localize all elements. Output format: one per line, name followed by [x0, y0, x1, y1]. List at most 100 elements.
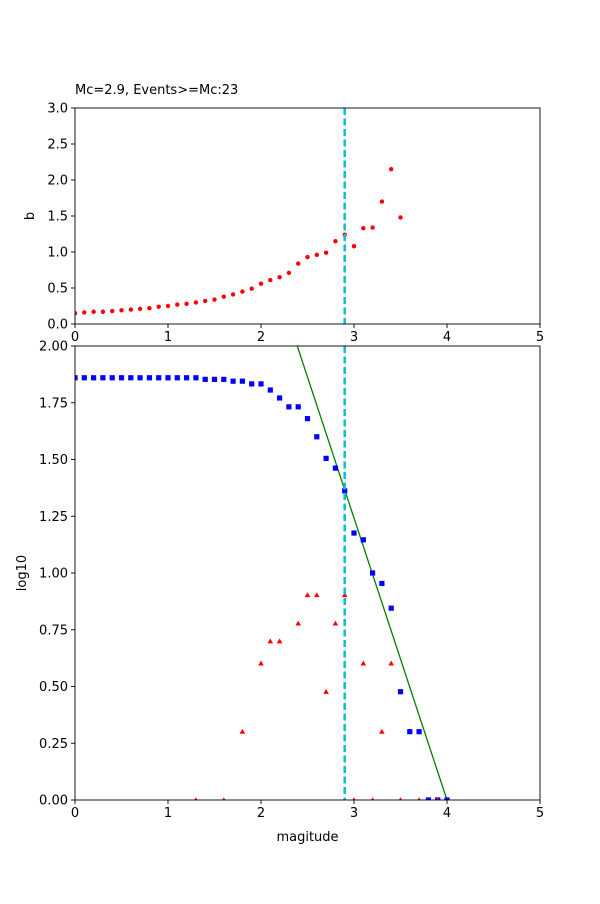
- data-point: [184, 375, 190, 381]
- data-point: [286, 270, 292, 276]
- data-point: [137, 375, 143, 381]
- data-point: [75, 375, 78, 381]
- data-point: [128, 307, 133, 312]
- data-point: [314, 592, 320, 598]
- b-plot-ylabel: b: [23, 212, 38, 220]
- data-point: [333, 239, 338, 244]
- data-point: [137, 306, 143, 312]
- data-point: [304, 416, 311, 422]
- x-tick-label: 5: [536, 806, 544, 821]
- data-point: [82, 310, 87, 315]
- y-tick-label: 1.75: [39, 396, 68, 411]
- data-point: [258, 660, 264, 666]
- data-point: [174, 375, 180, 381]
- data-point: [211, 376, 218, 382]
- data-point: [314, 434, 320, 440]
- x-tick-label: 2: [257, 330, 265, 345]
- data-point: [286, 404, 292, 410]
- data-point: [332, 465, 338, 471]
- data-point: [370, 225, 375, 230]
- data-point: [230, 378, 236, 384]
- data-point: [388, 660, 394, 666]
- data-point: [128, 375, 134, 381]
- data-point: [100, 309, 106, 314]
- plot-data-area: [75, 167, 403, 316]
- data-point: [416, 729, 422, 735]
- data-point: [109, 375, 115, 381]
- data-point: [258, 381, 264, 387]
- y-tick-label: 1.5: [47, 210, 68, 225]
- data-point: [304, 592, 311, 598]
- x-tick-label: 1: [164, 330, 172, 345]
- data-point: [370, 570, 376, 576]
- data-point: [91, 309, 96, 314]
- data-point: [100, 375, 106, 381]
- data-point: [323, 455, 329, 461]
- data-point: [361, 226, 366, 231]
- data-point: [295, 404, 301, 410]
- y-tick-label: 0.0: [47, 318, 68, 333]
- series-triangle: [194, 592, 440, 800]
- data-point: [202, 376, 208, 382]
- data-point: [370, 797, 375, 800]
- data-point: [323, 688, 329, 694]
- data-point: [118, 375, 125, 381]
- data-point: [314, 252, 319, 258]
- data-point: [221, 294, 226, 299]
- data-point: [398, 797, 403, 800]
- x-tick-label: 4: [443, 806, 451, 821]
- data-point: [323, 250, 329, 255]
- data-point: [91, 375, 97, 381]
- series-square: [75, 375, 450, 800]
- data-point: [341, 592, 348, 598]
- data-point: [398, 215, 403, 220]
- data-point: [305, 254, 310, 260]
- data-point: [165, 375, 171, 381]
- x-tick-label: 1: [164, 806, 172, 821]
- y-tick-label: 1.0: [47, 246, 68, 261]
- data-point: [221, 376, 227, 382]
- data-point: [417, 797, 421, 800]
- data-point: [119, 308, 124, 313]
- y-tick-label: 0.5: [47, 282, 68, 297]
- y-tick-label: 2.5: [47, 138, 68, 153]
- b-plot-title: Mc=2.9, Events>=Mc:23: [75, 83, 238, 98]
- data-point: [389, 167, 394, 172]
- x-tick-label: 3: [350, 330, 358, 345]
- series-circle: [75, 167, 403, 316]
- fmd-plot-axes: 0 1 2 3 4 5 0.00 0.25 0.50 0.75 1.00 1.25 1.50 1.75 2.…: [39, 340, 544, 822]
- plot-data-area: [75, 346, 450, 800]
- data-point: [267, 638, 274, 644]
- data-point: [147, 305, 152, 311]
- data-point: [193, 300, 199, 305]
- data-point: [425, 797, 431, 800]
- data-point: [175, 302, 180, 307]
- data-point: [75, 311, 78, 316]
- y-tick-label: 0.25: [39, 737, 68, 752]
- b-plot-marks: [75, 108, 403, 324]
- data-point: [407, 729, 413, 735]
- data-point: [444, 797, 450, 800]
- data-point: [379, 199, 385, 204]
- y-tick-label: 0.00: [39, 794, 68, 809]
- data-point: [352, 797, 356, 800]
- y-tick-label: 2.0: [47, 174, 68, 189]
- data-point: [165, 303, 171, 309]
- x-tick-label: 0: [71, 806, 79, 821]
- data-point: [267, 387, 273, 393]
- y-tick-label: 2.00: [39, 340, 68, 355]
- data-point: [397, 689, 404, 695]
- data-point: [360, 537, 366, 543]
- data-point: [81, 375, 87, 381]
- data-point: [239, 728, 246, 734]
- data-point: [277, 275, 282, 280]
- data-point: [156, 375, 162, 381]
- data-point: [436, 797, 440, 800]
- data-point: [193, 375, 199, 381]
- y-tick-label: 3.0: [47, 102, 68, 117]
- data-point: [110, 308, 115, 314]
- data-point: [342, 488, 348, 494]
